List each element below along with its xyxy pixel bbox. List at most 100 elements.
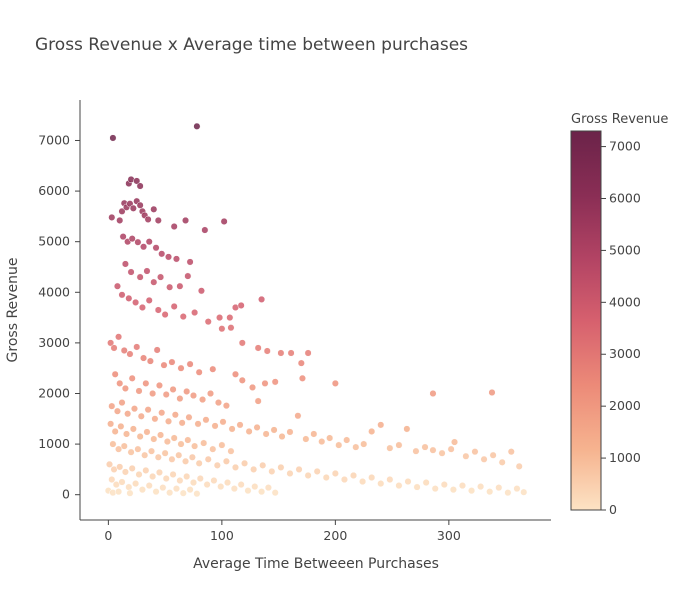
data-point [115, 488, 123, 496]
data-point [144, 215, 152, 223]
data-point [105, 460, 114, 468]
data-point [352, 443, 360, 451]
colorbar: Gross Revenue 0 1000 2000 3000 4000 5000 6000 7… [570, 112, 668, 517]
data-point [151, 415, 159, 423]
data-point [412, 447, 420, 455]
data-point [142, 466, 150, 474]
data-point [147, 447, 156, 455]
data-point [132, 480, 140, 488]
data-point [186, 360, 194, 368]
data-point [154, 306, 162, 314]
colorbar-gradient [570, 130, 602, 511]
data-point [181, 216, 190, 224]
data-point [331, 469, 339, 477]
data-point [349, 471, 358, 480]
data-point [211, 422, 219, 430]
data-point [395, 482, 403, 490]
data-point [176, 395, 184, 403]
data-point [154, 453, 162, 461]
data-point [175, 451, 183, 459]
colorbar-tick-label: 2000 [609, 398, 641, 413]
data-point [154, 216, 162, 224]
data-point [195, 459, 203, 467]
data-point [471, 448, 479, 456]
data-point [237, 481, 245, 489]
data-point [193, 122, 201, 130]
data-point [331, 379, 339, 387]
data-point [169, 385, 177, 393]
data-point [322, 473, 330, 482]
data-point [130, 405, 139, 413]
data-point [109, 134, 117, 142]
data-point [159, 484, 167, 492]
data-point [186, 486, 194, 494]
data-point [313, 467, 321, 475]
data-point [128, 235, 136, 243]
data-point [179, 489, 187, 497]
y-tick-label: 7000 [38, 132, 70, 147]
data-point [203, 481, 211, 489]
data-point [222, 457, 230, 465]
data-point [251, 483, 259, 491]
x-axis-title: Average Time Betweeen Purchases [193, 556, 439, 572]
data-point [226, 314, 234, 322]
data-point [109, 440, 117, 448]
data-point [118, 399, 126, 407]
y-tick-label: 6000 [38, 183, 70, 198]
data-point [513, 485, 521, 493]
data-point [143, 267, 151, 275]
data-point [136, 432, 144, 441]
data-point [161, 311, 169, 319]
data-point [486, 488, 494, 496]
data-point [108, 475, 116, 484]
data-point [117, 422, 125, 430]
data-point [468, 487, 476, 495]
data-point [136, 182, 144, 190]
data-point [135, 387, 143, 395]
data-point [191, 442, 199, 450]
data-point [498, 458, 506, 466]
data-point [304, 471, 312, 480]
data-point [184, 436, 192, 444]
data-point [270, 426, 278, 434]
data-point [278, 432, 286, 441]
data-point [258, 295, 266, 303]
colorbar-ticks: 0 1000 2000 3000 4000 5000 6000 7000 [601, 139, 641, 517]
data-point [125, 294, 133, 302]
data-point [237, 301, 245, 309]
data-point [108, 213, 116, 221]
data-point [146, 357, 154, 365]
x-tick-label: 200 [323, 528, 347, 543]
data-point [210, 476, 218, 485]
data-point [191, 308, 199, 317]
data-point [155, 381, 163, 389]
data-point [217, 483, 225, 491]
data-point [183, 472, 191, 481]
data-point [429, 389, 437, 398]
colorbar-tick-label: 6000 [609, 190, 641, 205]
data-point [126, 350, 134, 358]
data-point [447, 445, 455, 453]
data-point [132, 298, 140, 306]
data-point [120, 442, 128, 450]
data-point [124, 410, 132, 418]
data-point [168, 358, 176, 366]
data-point [204, 318, 212, 326]
data-point [113, 282, 122, 290]
data-point [118, 291, 126, 299]
data-point [277, 463, 285, 471]
chart-title: Gross Revenue x Average time between pur… [35, 35, 468, 55]
data-point [138, 303, 146, 312]
data-point [119, 233, 127, 241]
data-point [161, 449, 169, 457]
data-point [271, 489, 279, 497]
data-point [145, 296, 153, 304]
y-axis-ticks: 0 1000 2000 3000 4000 5000 6000 7000 [38, 132, 80, 502]
data-point [286, 428, 294, 436]
data-point [127, 268, 135, 276]
data-point [183, 387, 191, 396]
data-point [150, 278, 158, 286]
data-point [186, 258, 194, 266]
data-point [395, 441, 403, 449]
data-point [368, 473, 376, 482]
